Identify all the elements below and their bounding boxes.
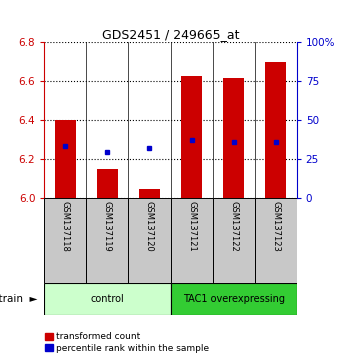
Bar [212, 198, 255, 283]
Text: GSM137118: GSM137118 [61, 201, 70, 252]
Text: GSM137122: GSM137122 [229, 201, 238, 252]
Bar [255, 198, 297, 283]
Bar [181, 76, 202, 198]
Text: GSM137120: GSM137120 [145, 201, 154, 252]
Bar [223, 78, 244, 198]
Text: strain  ►: strain ► [0, 294, 38, 304]
Bar [44, 198, 86, 283]
Legend: transformed count, percentile rank within the sample: transformed count, percentile rank withi… [45, 332, 209, 353]
Bar [86, 198, 129, 283]
Text: TAC1 overexpressing: TAC1 overexpressing [182, 294, 285, 304]
Bar [139, 189, 160, 198]
Text: GSM137119: GSM137119 [103, 201, 112, 252]
Bar [129, 198, 170, 283]
Title: GDS2451 / 249665_at: GDS2451 / 249665_at [102, 28, 239, 41]
Bar [44, 283, 170, 315]
Text: GSM137121: GSM137121 [187, 201, 196, 252]
Bar [55, 120, 76, 198]
Bar [265, 62, 286, 198]
Bar [97, 169, 118, 198]
Text: control: control [91, 294, 124, 304]
Bar [170, 198, 212, 283]
Text: GSM137123: GSM137123 [271, 201, 280, 252]
Bar [170, 283, 297, 315]
